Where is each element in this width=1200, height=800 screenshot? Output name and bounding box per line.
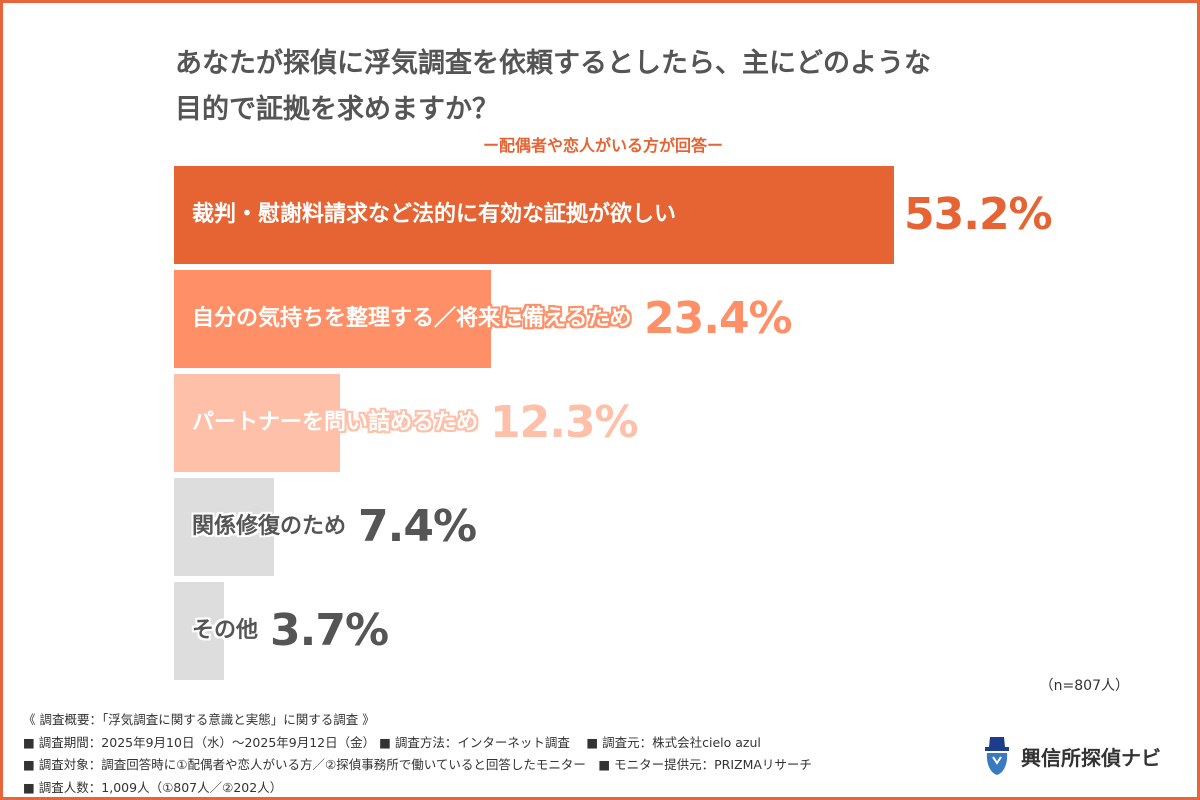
footer-line: ■ 調査期間：2025年9月10日（水）〜2025年9月12日（金） ■ 調査方…	[23, 734, 761, 750]
category-label: 関係修復のため	[192, 514, 347, 539]
title-line-2: 目的で証拠を求めますか？	[175, 94, 499, 125]
value-label: 23.4%	[644, 293, 793, 344]
chart-title: あなたが探偵に浮気調査を依頼するとしたら、主にどのような 目的で証拠を求めますか…	[175, 41, 1075, 133]
footer-line: ■ 調査人数：1,009人（①807人／②202人）	[23, 779, 283, 795]
sample-size-note: （n=807人）	[1039, 678, 1129, 694]
bar	[174, 374, 341, 472]
logo-text: 興信所探偵ナビ	[1021, 745, 1161, 770]
value-label: 12.3%	[490, 397, 639, 448]
category-label: 自分の気持ちを整理する／将来に備えるため	[192, 306, 632, 331]
bar	[174, 270, 491, 368]
logo: 興信所探偵ナビ	[981, 735, 1161, 777]
value-label: 3.7%	[270, 605, 389, 656]
footer-line: ■ 調査対象：調査回答時に①配偶者や恋人がいる方／②探偵事務所で働いていると回答…	[23, 757, 812, 772]
category-label: パートナーを問い詰めるため	[192, 410, 479, 435]
category-label: 裁判・慰謝料請求など法的に有効な証拠が欲しい	[192, 202, 677, 227]
bar-chart: 裁判・慰謝料請求など法的に有効な証拠が欲しい 53.2% 自分の気持ちを整理する／将…	[3, 3, 1200, 703]
value-label: 7.4%	[358, 501, 477, 552]
value-label: 53.2%	[904, 189, 1053, 240]
survey-footer: 《 調査概要：「浮気調査に関する意識と実態」に関する調査 》 ■ 調査期間：20…	[23, 709, 812, 799]
title-line-1: あなたが探偵に浮気調査を依頼するとしたら、主にどのような	[175, 48, 931, 79]
bar	[174, 582, 225, 680]
bar	[174, 166, 894, 264]
bar	[174, 478, 275, 576]
category-label: その他	[192, 618, 259, 643]
footer-line: 《 調査概要：「浮気調査に関する意識と実態」に関する調査 》	[23, 712, 375, 727]
chart-subtitle: ー配偶者や恋人がいる方が回答ー	[482, 136, 723, 155]
detective-icon	[985, 737, 1009, 775]
